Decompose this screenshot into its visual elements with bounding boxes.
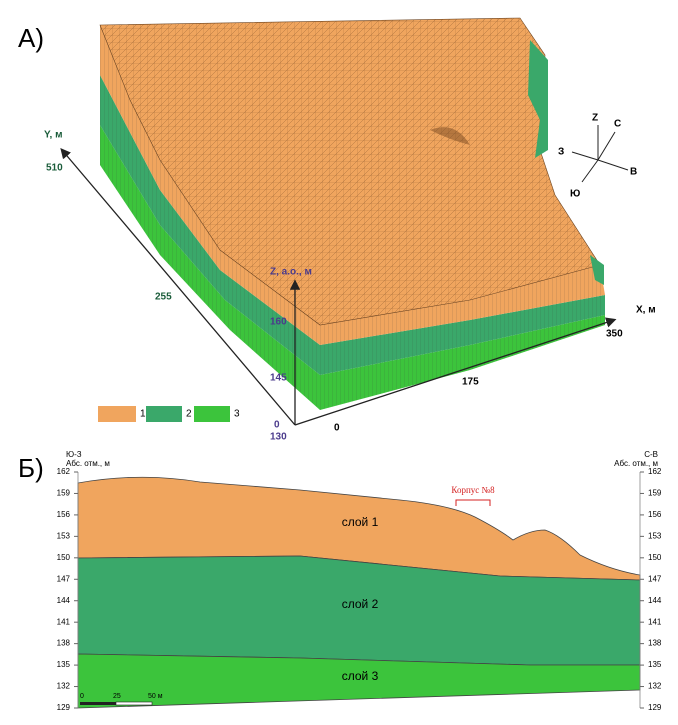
tick-label: 156 [57,510,71,519]
compass-label: С [614,119,621,130]
header: Абс. отм., м [66,459,110,468]
tick-label: 138 [648,639,662,648]
tick-label: 138 [57,639,71,648]
legend-label: 1 [140,409,146,420]
tick-label: 159 [57,489,71,498]
tick-label: 159 [648,489,662,498]
layer-label: слой 2 [342,597,379,611]
tick-label: 153 [648,531,662,540]
tick-label: 147 [648,574,662,583]
tick-label: 129 [57,703,71,712]
tick-label: 153 [57,531,71,540]
bracket [455,499,491,506]
y-tick-label: 255 [155,292,172,303]
scale-label: 25 [113,693,121,700]
scale-label: 50 м [148,693,163,700]
tick-label: 162 [648,467,662,476]
tick-label: 156 [648,510,662,519]
header: Абс. отм., м [614,459,658,468]
tick-label: 132 [57,682,71,691]
layer-label: слой 1 [342,515,379,529]
panel-label: А) [18,23,44,53]
z-axis-label: Z, а.о., м [270,267,312,278]
y-tick-label: 510 [46,163,63,174]
y-axis-label: Y, м [44,130,63,141]
x-tick-label: 350 [606,329,623,340]
axes [60,148,617,426]
z-tick-label: 0 [274,420,280,431]
legend [98,406,230,422]
tick-label: 150 [57,553,71,562]
compass-label: Z [592,113,598,124]
tick-label: 162 [57,467,71,476]
z-tick-label: 130 [270,432,287,443]
legend-label: 3 [234,409,240,420]
section [77,476,641,709]
compass-label: З [558,147,564,158]
compass-label: В [630,167,637,178]
tick-label: 141 [648,617,662,626]
tick-label: 150 [648,553,662,562]
frame [77,472,641,708]
scale-bar [80,701,153,706]
tick-label: 135 [648,660,662,669]
z-tick-label: 145 [270,373,287,384]
x-axis-label: X, м [636,305,656,316]
tick-label: 135 [57,660,71,669]
scale-label: 0 [80,693,84,700]
tick-label: 132 [648,682,662,691]
layer-label: слой 3 [342,669,379,683]
annotation: Корпус №8 [451,485,495,495]
tick-label: 141 [57,617,71,626]
compass-label: Ю [570,189,580,200]
tick-label: 144 [57,596,71,605]
tick-label: 129 [648,703,662,712]
x-tick-label: 175 [462,377,479,388]
block-model [99,17,605,410]
z-tick-label: 160 [270,317,287,328]
x-tick-label: 0 [334,423,340,434]
header: Ю-З [66,450,82,459]
legend-label: 2 [186,409,192,420]
header: С-В [644,450,658,459]
panel-label: Б) [18,453,44,483]
tick-label: 144 [648,596,662,605]
compass [571,125,629,183]
tick-label: 147 [57,574,71,583]
